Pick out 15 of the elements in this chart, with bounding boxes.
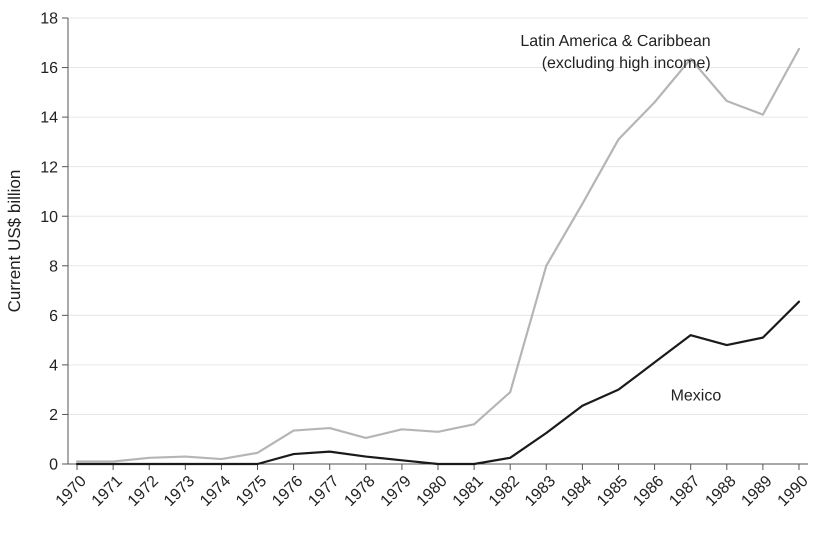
line-series xyxy=(76,300,800,466)
y-tick-label: 16 xyxy=(40,60,58,78)
series-label: Mexico xyxy=(670,387,722,404)
y-tick-label: 6 xyxy=(49,308,58,325)
y-tick-label: 8 xyxy=(49,258,58,276)
y-axis-title: Current US$ billion xyxy=(5,170,24,312)
y-tick-label: 12 xyxy=(40,159,58,176)
y-tick-label: 14 xyxy=(40,110,58,127)
y-tick-label: 10 xyxy=(40,208,58,226)
y-tick-label: 4 xyxy=(49,357,58,374)
series-label: Latin America & Caribbean (excluding high income) xyxy=(520,33,711,72)
y-tick-label: 0 xyxy=(49,456,58,474)
y-tick-label: 2 xyxy=(49,407,58,424)
line-series xyxy=(76,48,800,463)
y-tick-label: 18 xyxy=(40,10,58,28)
